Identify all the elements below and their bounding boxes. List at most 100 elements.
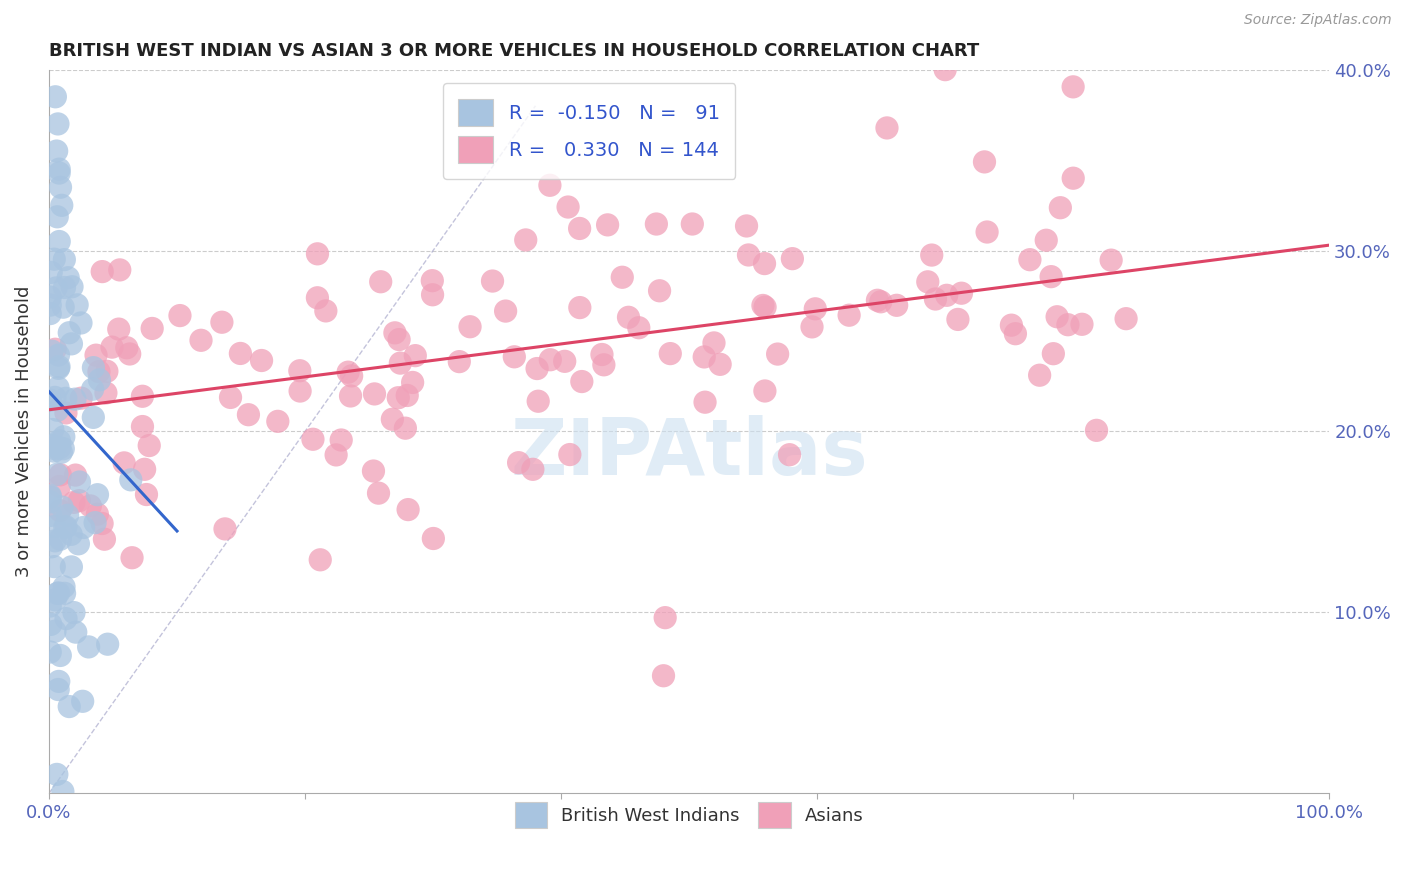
Point <box>654 610 676 624</box>
Point <box>65 625 87 640</box>
Point <box>46 586 69 600</box>
Point <box>337 365 360 379</box>
Point <box>169 309 191 323</box>
Point <box>39 290 62 304</box>
Point <box>46 117 69 131</box>
Point <box>135 487 157 501</box>
Point <box>53 580 76 594</box>
Point <box>396 388 419 402</box>
Point <box>779 448 801 462</box>
Point <box>55 392 77 406</box>
Point <box>45 144 67 158</box>
Point <box>363 387 385 401</box>
Point <box>51 198 73 212</box>
Point <box>754 384 776 398</box>
Point <box>340 368 363 383</box>
Point <box>367 486 389 500</box>
Point <box>91 516 114 531</box>
Point <box>49 503 72 517</box>
Point <box>39 495 62 509</box>
Point <box>49 441 72 455</box>
Point <box>388 333 411 347</box>
Point <box>339 389 361 403</box>
Point <box>976 225 998 239</box>
Point <box>52 430 75 444</box>
Point <box>52 442 75 456</box>
Point <box>1049 201 1071 215</box>
Point <box>766 347 789 361</box>
Text: ZIPAtlas: ZIPAtlas <box>510 415 868 491</box>
Point <box>568 301 591 315</box>
Point <box>70 316 93 330</box>
Point <box>58 699 80 714</box>
Point <box>401 376 423 390</box>
Point <box>190 334 212 348</box>
Point <box>77 640 100 654</box>
Point <box>39 490 62 504</box>
Point <box>60 279 83 293</box>
Point <box>39 645 62 659</box>
Point <box>370 275 392 289</box>
Point <box>515 233 537 247</box>
Point <box>97 637 120 651</box>
Point <box>72 520 94 534</box>
Point <box>52 784 75 798</box>
Point <box>1057 318 1080 332</box>
Point <box>481 274 503 288</box>
Point <box>49 467 72 482</box>
Point <box>82 382 104 396</box>
Point <box>214 522 236 536</box>
Point <box>121 550 143 565</box>
Point <box>330 433 353 447</box>
Point <box>1035 233 1057 247</box>
Point <box>1019 252 1042 267</box>
Point <box>55 612 77 626</box>
Point <box>58 326 80 340</box>
Point <box>538 352 561 367</box>
Point <box>131 419 153 434</box>
Point <box>51 500 73 514</box>
Point <box>1004 326 1026 341</box>
Point <box>51 445 73 459</box>
Point <box>82 360 104 375</box>
Point <box>754 256 776 270</box>
Point <box>55 406 77 420</box>
Point <box>568 221 591 235</box>
Point <box>315 304 337 318</box>
Point <box>39 617 62 632</box>
Point <box>1000 318 1022 333</box>
Point <box>709 357 731 371</box>
Point <box>693 395 716 409</box>
Point <box>1040 269 1063 284</box>
Point <box>48 162 70 177</box>
Point <box>107 322 129 336</box>
Point <box>44 519 66 533</box>
Point <box>527 394 550 409</box>
Point <box>79 499 101 513</box>
Point <box>118 347 141 361</box>
Point <box>60 336 83 351</box>
Point <box>917 275 939 289</box>
Point <box>134 462 156 476</box>
Point <box>56 508 79 523</box>
Point <box>86 488 108 502</box>
Point <box>250 353 273 368</box>
Point <box>420 274 443 288</box>
Point <box>617 310 640 325</box>
Legend: British West Indians, Asians: British West Indians, Asians <box>508 795 870 835</box>
Point <box>935 288 957 302</box>
Point <box>66 298 89 312</box>
Point <box>49 532 72 546</box>
Point <box>387 391 409 405</box>
Point <box>44 593 66 607</box>
Point <box>44 442 66 456</box>
Point <box>804 301 827 316</box>
Point <box>404 349 426 363</box>
Point <box>681 217 703 231</box>
Point <box>363 464 385 478</box>
Point <box>886 298 908 312</box>
Point <box>1028 368 1050 383</box>
Point <box>1115 311 1137 326</box>
Point <box>526 361 548 376</box>
Point <box>458 319 481 334</box>
